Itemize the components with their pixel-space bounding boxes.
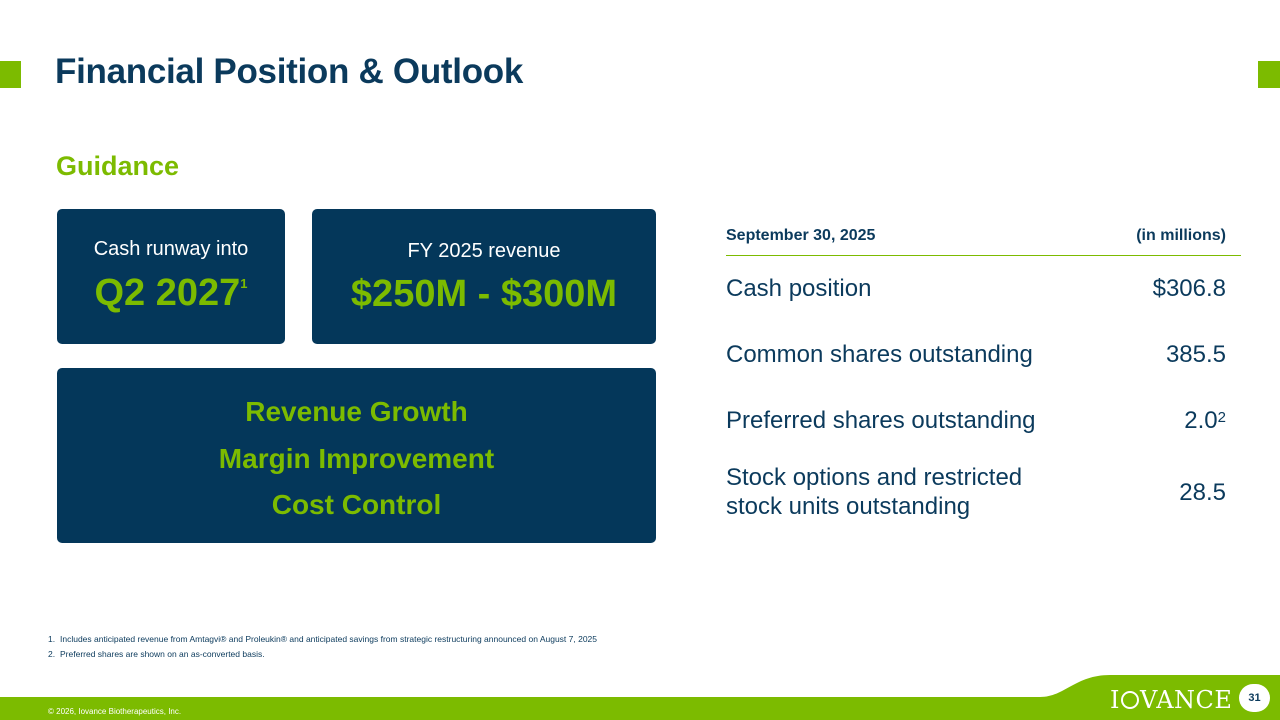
row-label: Stock options and restricted stock units… (726, 464, 1023, 520)
page-title: Financial Position & Outlook (55, 52, 524, 91)
copyright: © 2026, Iovance Biotherapeutics, Inc. (48, 707, 182, 716)
revenue-guidance-value: $250M - $300M (350, 273, 618, 315)
row-value-footnote: 2 (1217, 409, 1226, 426)
row-label: Preferred shares outstanding (726, 407, 1036, 434)
row-label: Cash position (726, 275, 872, 302)
cash-runway-card: Cash runway into Q2 20271 (57, 209, 285, 344)
footnote-text: Includes anticipated revenue from Amtagv… (60, 634, 598, 644)
footnotes: 1. Includes anticipated revenue from Amta… (48, 632, 597, 662)
row-value-text: $306.8 (1152, 275, 1226, 302)
footer-band (0, 697, 1280, 720)
footnote-number: 1. (48, 634, 56, 644)
left-accent-bar (0, 61, 21, 88)
section-subtitle: Guidance (56, 151, 180, 181)
footer-curve (1040, 675, 1280, 720)
footnote-ref: 1 (240, 276, 248, 291)
revenue-guidance-card: FY 2025 revenue $250M - $300M (312, 209, 656, 344)
row-value: $306.8 (1153, 274, 1226, 303)
footnote-text: Preferred shares are shown on an as-conv… (60, 649, 265, 659)
row-value: 2.02 (1184, 406, 1226, 435)
cash-runway-label: Cash runway into (93, 238, 249, 260)
row-value-text: 385.5 (1165, 341, 1226, 368)
company-logo: I VANCE (1110, 686, 1233, 714)
row-value-text: 28.5 (1179, 479, 1226, 506)
footnote: 2. Preferred shares are shown on an as-co… (48, 647, 597, 662)
priority-item: Margin Improvement (218, 443, 495, 474)
right-accent-bar (1258, 61, 1280, 88)
footnote: 1. Includes anticipated revenue from Amta… (48, 632, 597, 647)
table-header-rule (726, 255, 1241, 256)
revenue-guidance-label: FY 2025 revenue (407, 240, 561, 262)
row-value: 385.5 (1166, 340, 1226, 369)
page-number: 31 (1239, 684, 1270, 712)
footnote-number: 2. (48, 649, 56, 659)
row-value: 28.5 (1179, 478, 1226, 507)
logo-o-icon (1120, 691, 1139, 709)
table-header: September 30, 2025 (in millions) (726, 227, 1226, 245)
priority-item: Revenue Growth (245, 396, 468, 427)
cash-runway-value: Q2 20271 (57, 272, 285, 315)
table-header-units: (in millions) (1136, 227, 1226, 244)
priority-item: Cost Control (271, 489, 442, 520)
priorities-card: Revenue Growth Margin Improvement Cost C… (57, 368, 656, 543)
cash-runway-value-text: Q2 2027 (94, 272, 241, 314)
row-label: Common shares outstanding (726, 341, 1033, 368)
table-header-date: September 30, 2025 (726, 227, 876, 244)
row-value-text: 2.0 (1184, 407, 1218, 434)
